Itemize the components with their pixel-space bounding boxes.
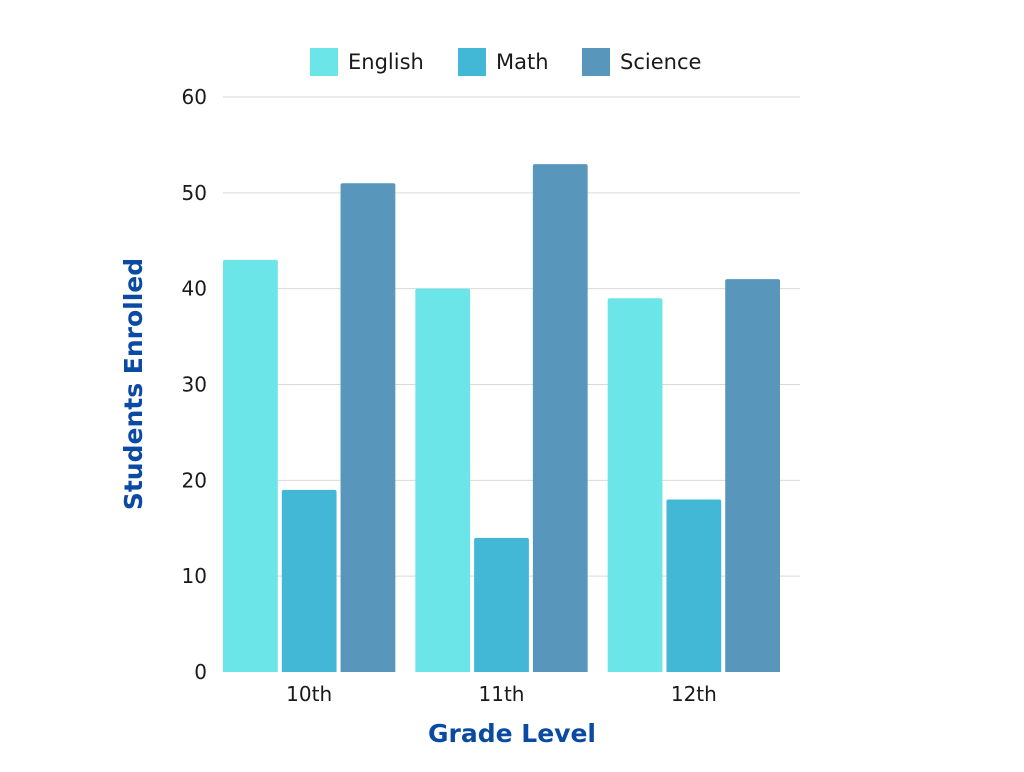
legend-swatch-english [310, 48, 338, 76]
bar-english-10th [223, 259, 278, 672]
bar-science-10th [340, 183, 396, 672]
y-tick-label: 0 [194, 660, 207, 684]
bar-science-11th [532, 164, 588, 673]
bar-math-11th [474, 537, 529, 672]
legend-label-english: English [348, 50, 424, 74]
y-tick-label: 30 [182, 373, 207, 397]
y-tick-label: 50 [182, 181, 207, 205]
bars [223, 164, 780, 673]
y-axis-ticks: 0 10 20 30 40 50 60 [182, 85, 207, 684]
x-axis-ticks: 10th 11th 12th [286, 682, 717, 706]
y-axis-title: Students Enrolled [119, 258, 148, 510]
bar-math-12th [666, 499, 722, 672]
legend-label-science: Science [620, 50, 701, 74]
bar-english-12th [607, 298, 663, 672]
x-tick-label: 10th [286, 682, 332, 706]
x-axis-title: Grade Level [428, 719, 596, 748]
x-tick-label: 11th [479, 682, 525, 706]
bar-math-10th [281, 489, 337, 672]
y-tick-label: 10 [182, 564, 207, 588]
x-tick-label: 12th [671, 682, 717, 706]
legend-label-math: Math [496, 50, 549, 74]
y-tick-label: 20 [182, 468, 207, 492]
legend-swatch-science [582, 48, 610, 76]
bar-science-12th [725, 279, 780, 672]
y-tick-label: 60 [182, 85, 207, 109]
y-tick-label: 40 [182, 277, 207, 301]
legend-swatch-math [458, 48, 486, 76]
legend: English Math Science [310, 48, 701, 76]
bar-english-11th [415, 288, 471, 672]
